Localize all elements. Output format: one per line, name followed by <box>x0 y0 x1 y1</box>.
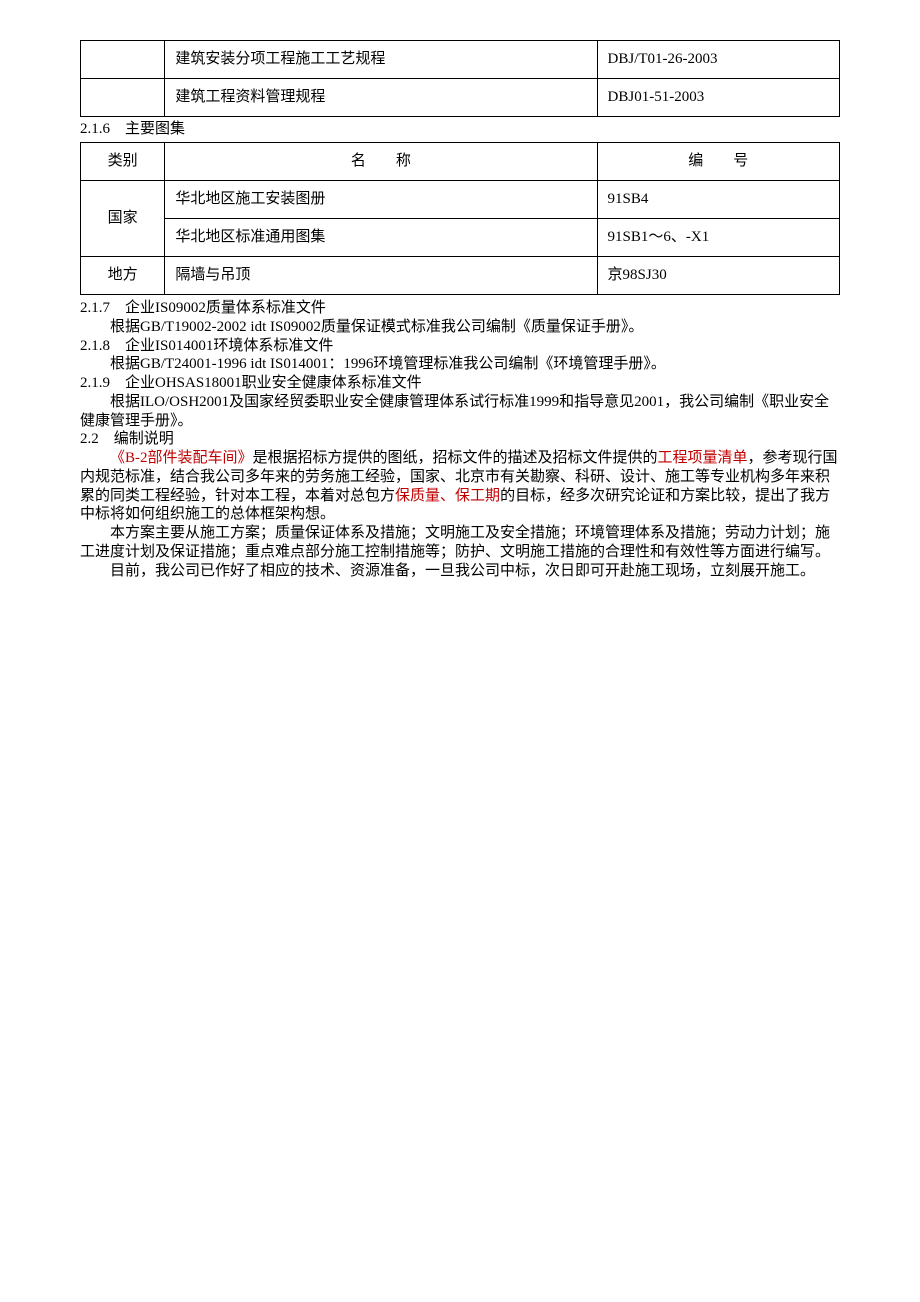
table-row: 国家 华北地区施工安装图册 91SB4 <box>81 181 840 219</box>
table-cell-code: DBJ01-51-2003 <box>597 79 839 117</box>
table-cell-code: 91SB4 <box>597 181 839 219</box>
table-cell-name: 华北地区施工安装图册 <box>165 181 597 219</box>
table-cell-code: 91SB1～6、-X1 <box>597 219 839 257</box>
highlight-red: 保质量 <box>395 488 440 504</box>
section-heading-219: 2.1.9 企业OHSAS18001职业安全健康体系标准文件 <box>80 374 840 393</box>
table-row: 地方 隔墙与吊顶 京98SJ30 <box>81 257 840 295</box>
highlight-red: 工程项量清单 <box>658 450 748 466</box>
highlight-red: 保工期 <box>455 488 500 504</box>
table-cell-empty <box>81 79 165 117</box>
highlight-red: 《B-2部件装配车间》 <box>110 450 253 466</box>
body-text: 根据ILO/OSH2001及国家经贸委职业安全健康管理体系试行标准1999和指导… <box>80 393 840 431</box>
body-text: 根据GB/T19002-2002 idt IS09002质量保证模式标准我公司编… <box>80 318 840 337</box>
table-header-row: 类别 名 称 编 号 <box>81 143 840 181</box>
table-cell-empty <box>81 41 165 79</box>
body-span-sep: 、 <box>440 488 455 504</box>
body-text: 根据GB/T24001-1996 idt IS014001：1996环境管理标准… <box>80 355 840 374</box>
table-row: 华北地区标准通用图集 91SB1～6、-X1 <box>81 219 840 257</box>
section-heading-217: 2.1.7 企业IS09002质量体系标准文件 <box>80 299 840 318</box>
table-cell-category: 地方 <box>81 257 165 295</box>
table-row: 建筑工程资料管理规程 DBJ01-51-2003 <box>81 79 840 117</box>
table-header-category: 类别 <box>81 143 165 181</box>
body-paragraph-3: 目前，我公司已作好了相应的技术、资源准备，一旦我公司中标，次日即可开赴施工现场，… <box>80 562 840 581</box>
section-heading-216: 2.1.6 主要图集 <box>80 119 840 140</box>
table-cell-name: 建筑工程资料管理规程 <box>165 79 597 117</box>
table-header-name: 名 称 <box>165 143 597 181</box>
table-header-code: 编 号 <box>597 143 839 181</box>
table-cell-code: 京98SJ30 <box>597 257 839 295</box>
table-cell-category: 国家 <box>81 181 165 257</box>
body-text-block: 2.1.7 企业IS09002质量体系标准文件 根据GB/T19002-2002… <box>80 299 840 580</box>
table-cell-name: 建筑安装分项工程施工工艺规程 <box>165 41 597 79</box>
body-paragraph-2: 本方案主要从施工方案；质量保证体系及措施；文明施工及安全措施；环境管理体系及措施… <box>80 524 840 562</box>
table-atlas: 类别 名 称 编 号 国家 华北地区施工安装图册 91SB4 华北地区标准通用图… <box>80 142 840 295</box>
table-cell-name: 隔墙与吊顶 <box>165 257 597 295</box>
table-standards-top: 建筑安装分项工程施工工艺规程 DBJ/T01-26-2003 建筑工程资料管理规… <box>80 40 840 117</box>
body-paragraph-1: 《B-2部件装配车间》是根据招标方提供的图纸，招标文件的描述及招标文件提供的工程… <box>80 449 840 524</box>
table-cell-name: 华北地区标准通用图集 <box>165 219 597 257</box>
table-row: 建筑安装分项工程施工工艺规程 DBJ/T01-26-2003 <box>81 41 840 79</box>
table-cell-code: DBJ/T01-26-2003 <box>597 41 839 79</box>
section-heading-22: 2.2 编制说明 <box>80 430 840 449</box>
section-heading-218: 2.1.8 企业IS014001环境体系标准文件 <box>80 337 840 356</box>
body-span: 是根据招标方提供的图纸，招标文件的描述及招标文件提供的 <box>253 450 658 466</box>
